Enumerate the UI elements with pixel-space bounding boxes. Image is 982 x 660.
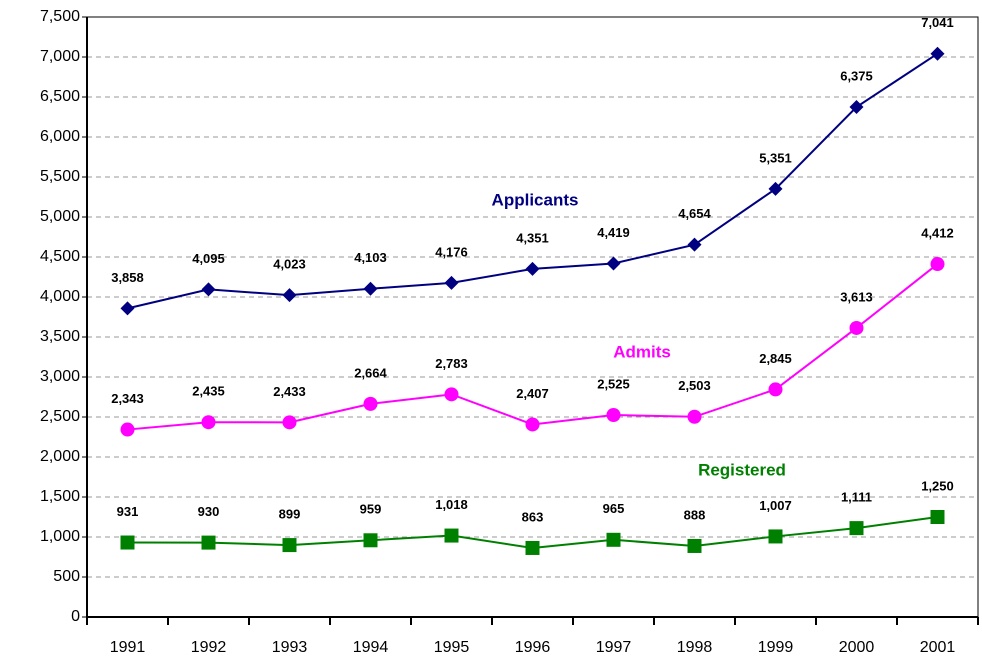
x-tick-label: 2001 (920, 639, 956, 656)
value-label: 4,419 (597, 225, 630, 240)
plot-frame (86, 16, 979, 618)
x-tick-label: 1995 (434, 639, 470, 656)
value-label: 2,664 (354, 365, 387, 380)
marker (363, 396, 378, 411)
x-tick-label: 1992 (191, 639, 227, 656)
marker (687, 409, 702, 424)
value-label: 5,351 (759, 150, 792, 165)
y-tick-label: 500 (53, 568, 80, 585)
value-label: 959 (360, 502, 382, 517)
marker (282, 288, 297, 303)
marker (930, 46, 945, 61)
marker (201, 415, 216, 430)
value-label: 2,343 (111, 391, 144, 406)
y-tick-label: 2,000 (40, 448, 80, 465)
marker (768, 181, 783, 196)
x-tick-label: 1994 (353, 639, 389, 656)
y-tick-label: 1,000 (40, 528, 80, 545)
value-label: 2,433 (273, 384, 306, 399)
value-label: 4,103 (354, 250, 387, 265)
y-tick-label: 4,500 (40, 248, 80, 265)
value-label: 931 (117, 504, 139, 519)
y-tick-label: 1,500 (40, 488, 80, 505)
value-label: 930 (198, 504, 220, 519)
y-tick-label: 6,000 (40, 128, 80, 145)
x-tick-label: 1999 (758, 639, 794, 656)
marker (768, 382, 783, 397)
series-line (127, 263, 939, 431)
value-label: 3,613 (840, 289, 873, 304)
marker (768, 529, 783, 544)
marker (849, 320, 864, 335)
value-label: 3,858 (111, 270, 144, 285)
y-tick-label: 7,000 (40, 48, 80, 65)
x-tick-label: 1991 (110, 639, 146, 656)
value-label: 2,783 (435, 356, 468, 371)
value-label: 4,095 (192, 251, 225, 266)
marker (201, 282, 216, 297)
y-tick-label: 3,000 (40, 368, 80, 385)
value-label: 2,407 (516, 386, 549, 401)
marker (930, 257, 945, 272)
marker (525, 540, 540, 555)
x-tick-label: 1998 (677, 639, 713, 656)
marker (201, 535, 216, 550)
value-label: 4,654 (678, 206, 711, 221)
marker (120, 535, 135, 550)
marker (444, 387, 459, 402)
y-tick-label: 0 (71, 608, 80, 625)
x-tick-label: 1993 (272, 639, 308, 656)
marker (606, 408, 621, 422)
y-tick-label: 5,500 (40, 168, 80, 185)
series-label: Admits (613, 342, 671, 361)
marker (525, 417, 540, 432)
marker (282, 538, 297, 553)
y-tick-label: 6,500 (40, 88, 80, 105)
marker (363, 533, 378, 548)
x-tick-label: 1997 (596, 639, 632, 656)
value-label: 1,007 (759, 498, 792, 513)
value-label: 2,435 (192, 384, 225, 399)
value-label: 965 (603, 501, 625, 516)
series-label: Applicants (492, 190, 579, 209)
x-tick-label: 1996 (515, 639, 551, 656)
y-tick-label: 7,500 (40, 8, 80, 25)
marker (930, 510, 945, 524)
marker (687, 538, 702, 553)
marker (120, 301, 135, 316)
value-label: 2,503 (678, 378, 711, 393)
marker (444, 275, 459, 290)
y-tick-label: 5,000 (40, 208, 80, 225)
x-tick-label: 2000 (839, 639, 875, 656)
value-label: 4,023 (273, 257, 306, 272)
marker (120, 422, 135, 437)
marker (849, 521, 864, 536)
marker (525, 261, 540, 276)
value-label: 7,041 (921, 15, 954, 30)
value-label: 2,525 (597, 376, 630, 391)
value-label: 1,018 (435, 497, 468, 512)
marker (606, 532, 621, 547)
marker (444, 528, 459, 543)
marker (363, 281, 378, 296)
value-label: 1,111 (841, 490, 872, 505)
marker (606, 256, 621, 271)
value-label: 1,250 (921, 478, 954, 493)
y-tick-label: 4,000 (40, 288, 80, 305)
marker (687, 237, 702, 252)
value-label: 4,412 (921, 225, 954, 240)
y-tick-label: 3,500 (40, 328, 80, 345)
value-label: 863 (522, 509, 544, 524)
value-label: 888 (684, 507, 706, 522)
y-tick-label: 2,500 (40, 408, 80, 425)
value-label: 4,351 (516, 230, 549, 245)
value-label: 899 (279, 507, 301, 522)
marker (849, 100, 864, 114)
marker (282, 415, 297, 430)
value-label: 2,845 (759, 351, 792, 366)
value-label: 6,375 (840, 68, 873, 83)
series-label: Registered (698, 460, 786, 479)
value-label: 4,176 (435, 244, 468, 259)
